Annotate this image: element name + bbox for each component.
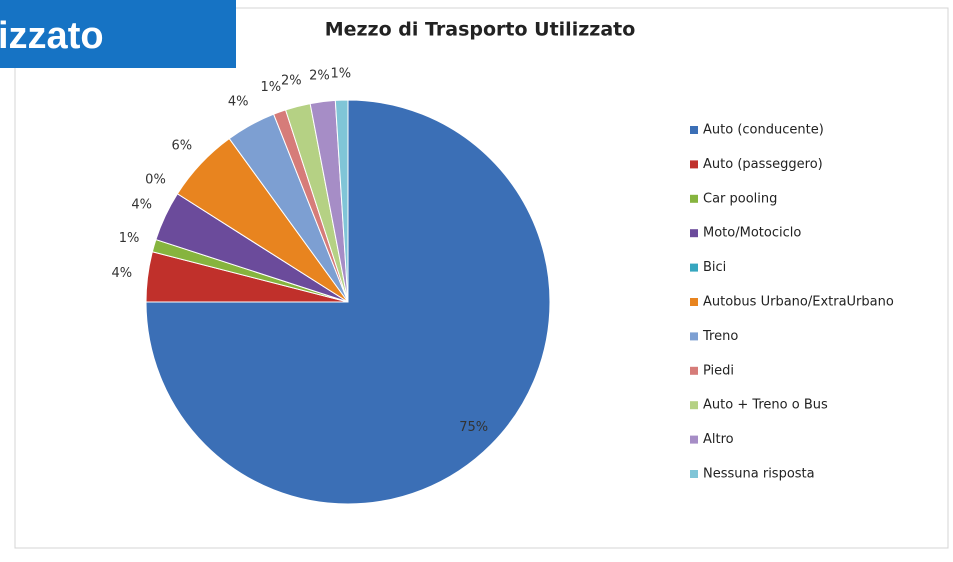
data-label: 75% bbox=[459, 420, 488, 435]
banner-text: izzato bbox=[0, 15, 104, 57]
legend-label: Auto (passeggero) bbox=[703, 157, 823, 172]
chart-title: Mezzo di Trasporto Utilizzato bbox=[325, 19, 636, 41]
data-label: 1% bbox=[331, 67, 352, 82]
data-label: 1% bbox=[260, 80, 281, 95]
legend-label: Piedi bbox=[703, 363, 734, 378]
data-label: 4% bbox=[131, 197, 152, 212]
legend-label: Moto/Motociclo bbox=[703, 226, 801, 241]
data-label: 2% bbox=[309, 68, 330, 83]
legend-swatch bbox=[690, 229, 698, 238]
legend-label: Auto (conducente) bbox=[703, 123, 824, 138]
legend-swatch bbox=[690, 366, 698, 375]
legend-label: Car pooling bbox=[703, 191, 777, 206]
legend-label: Altro bbox=[703, 432, 734, 447]
data-label: 6% bbox=[171, 138, 192, 153]
legend-label: Nessuna risposta bbox=[703, 467, 815, 482]
legend-label: Treno bbox=[702, 329, 738, 344]
legend-swatch bbox=[690, 332, 698, 341]
legend-label: Bici bbox=[703, 260, 726, 275]
legend-label: Auto + Treno o Bus bbox=[703, 398, 828, 413]
banner bbox=[0, 0, 236, 68]
legend-swatch bbox=[690, 194, 698, 203]
data-label: 2% bbox=[281, 74, 302, 89]
legend-swatch bbox=[690, 263, 698, 272]
legend-swatch bbox=[690, 435, 698, 444]
legend-swatch bbox=[690, 126, 698, 134]
legend-swatch bbox=[690, 470, 698, 478]
legend-label: Autobus Urbano/ExtraUrbano bbox=[703, 295, 894, 310]
data-label: 0% bbox=[145, 172, 166, 187]
legend-swatch bbox=[690, 401, 698, 410]
data-label: 1% bbox=[119, 231, 140, 246]
legend-swatch bbox=[690, 298, 698, 306]
pie-slice bbox=[334, 99, 349, 303]
legend-swatch bbox=[690, 160, 698, 169]
data-label: 4% bbox=[111, 266, 132, 281]
data-label: 4% bbox=[228, 95, 249, 110]
